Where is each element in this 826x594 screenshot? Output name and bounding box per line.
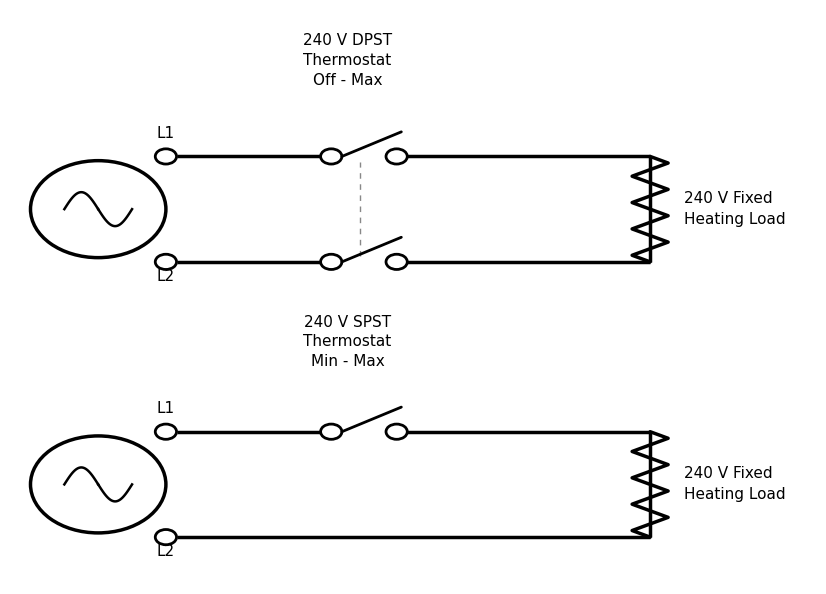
Text: 240 V SPST
Thermostat
Min - Max: 240 V SPST Thermostat Min - Max <box>303 315 392 369</box>
Text: L1: L1 <box>156 126 174 141</box>
Text: 240 V DPST
Thermostat
Off - Max: 240 V DPST Thermostat Off - Max <box>303 33 392 88</box>
Circle shape <box>320 149 342 164</box>
Text: L2: L2 <box>156 269 174 284</box>
Text: 240 V Fixed
Heating Load: 240 V Fixed Heating Load <box>685 466 786 503</box>
Circle shape <box>155 529 177 545</box>
Circle shape <box>386 254 407 270</box>
Circle shape <box>155 254 177 270</box>
Circle shape <box>386 424 407 440</box>
Circle shape <box>386 149 407 164</box>
Text: L1: L1 <box>156 402 174 416</box>
Circle shape <box>320 424 342 440</box>
Circle shape <box>155 149 177 164</box>
Circle shape <box>155 424 177 440</box>
Text: 240 V Fixed
Heating Load: 240 V Fixed Heating Load <box>685 191 786 227</box>
Text: L2: L2 <box>156 544 174 559</box>
Circle shape <box>320 254 342 270</box>
